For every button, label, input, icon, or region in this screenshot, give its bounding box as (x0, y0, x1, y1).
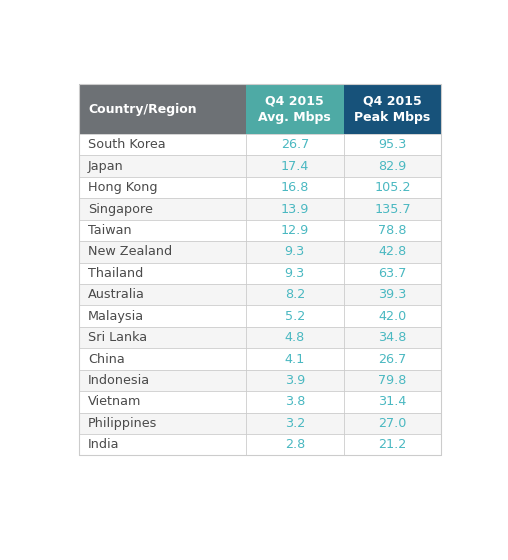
Text: Vietnam: Vietnam (88, 395, 141, 408)
Text: 2.8: 2.8 (284, 438, 305, 451)
Text: 13.9: 13.9 (280, 203, 309, 216)
Bar (79, 413, 441, 434)
Text: 3.9: 3.9 (284, 374, 305, 387)
Text: 78.8: 78.8 (378, 224, 407, 237)
Text: Hong Kong: Hong Kong (88, 181, 157, 194)
Text: 79.8: 79.8 (378, 374, 407, 387)
Text: 39.3: 39.3 (378, 288, 407, 301)
Text: New Zealand: New Zealand (88, 245, 172, 258)
Text: Taiwan: Taiwan (88, 224, 132, 237)
Text: 3.2: 3.2 (284, 417, 305, 430)
Bar (79, 263, 441, 284)
Text: South Korea: South Korea (88, 138, 166, 151)
Text: China: China (88, 353, 124, 366)
Text: 26.7: 26.7 (280, 138, 309, 151)
Text: Philippines: Philippines (88, 417, 157, 430)
Text: Malaysia: Malaysia (88, 310, 144, 323)
Text: Country/Region: Country/Region (88, 102, 197, 116)
Text: Indonesia: Indonesia (88, 374, 150, 387)
Text: Australia: Australia (88, 288, 145, 301)
Bar (79, 306, 441, 327)
Text: Thailand: Thailand (88, 267, 143, 280)
Text: Q4 2015
Peak Mbps: Q4 2015 Peak Mbps (355, 95, 431, 124)
Text: 105.2: 105.2 (374, 181, 411, 194)
Text: 34.8: 34.8 (378, 331, 407, 344)
Text: 16.8: 16.8 (280, 181, 309, 194)
Text: 9.3: 9.3 (284, 245, 305, 258)
Text: 31.4: 31.4 (378, 395, 407, 408)
Bar (79, 327, 441, 348)
Bar (343, 85, 441, 134)
Text: 135.7: 135.7 (374, 203, 411, 216)
Text: 17.4: 17.4 (280, 160, 309, 172)
Bar (79, 370, 441, 391)
Bar (79, 177, 441, 198)
Bar (79, 134, 441, 156)
Text: Japan: Japan (88, 160, 123, 172)
Bar (79, 85, 441, 455)
Text: 3.8: 3.8 (284, 395, 305, 408)
Bar (79, 220, 441, 241)
Text: 8.2: 8.2 (284, 288, 305, 301)
Bar (79, 85, 246, 134)
Text: Singapore: Singapore (88, 203, 153, 216)
Text: India: India (88, 438, 119, 451)
Bar (79, 284, 441, 306)
Text: 4.1: 4.1 (284, 353, 305, 366)
Bar (79, 241, 441, 263)
Text: 12.9: 12.9 (280, 224, 309, 237)
Bar (79, 198, 441, 220)
Bar (79, 348, 441, 370)
Text: 4.8: 4.8 (284, 331, 305, 344)
Text: 5.2: 5.2 (284, 310, 305, 323)
Text: 21.2: 21.2 (378, 438, 407, 451)
Text: 26.7: 26.7 (378, 353, 407, 366)
Bar (246, 85, 343, 134)
Text: Sri Lanka: Sri Lanka (88, 331, 147, 344)
Bar (79, 434, 441, 455)
Text: 82.9: 82.9 (378, 160, 407, 172)
Text: 95.3: 95.3 (378, 138, 407, 151)
Text: Q4 2015
Avg. Mbps: Q4 2015 Avg. Mbps (259, 95, 331, 124)
Text: 27.0: 27.0 (378, 417, 407, 430)
Text: 63.7: 63.7 (378, 267, 407, 280)
Text: 42.0: 42.0 (378, 310, 407, 323)
Text: 42.8: 42.8 (378, 245, 407, 258)
Bar (79, 391, 441, 413)
Bar (79, 156, 441, 177)
Text: 9.3: 9.3 (284, 267, 305, 280)
